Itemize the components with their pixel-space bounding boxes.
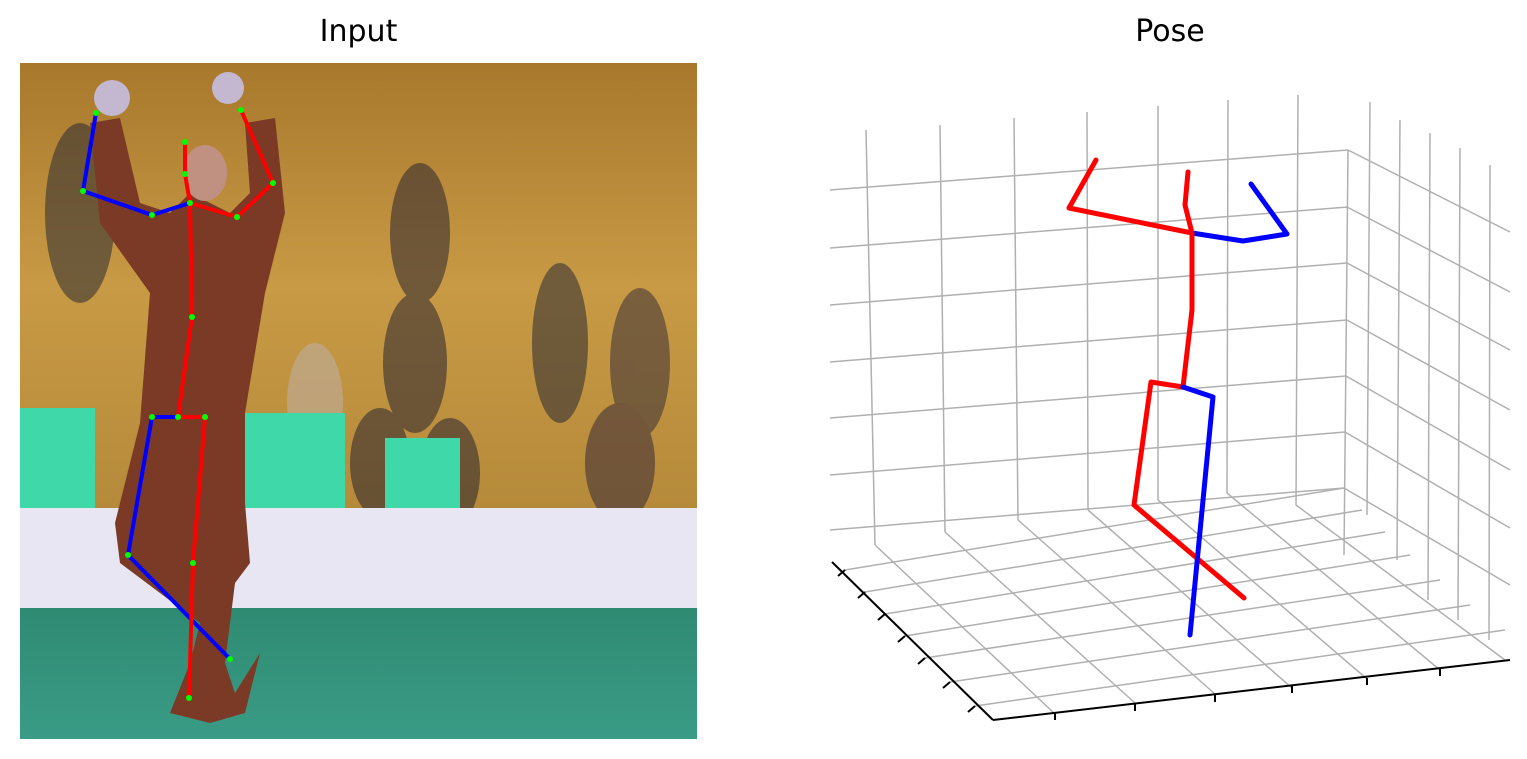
input-image xyxy=(20,63,697,739)
input-image-panel xyxy=(20,63,697,739)
keypoint xyxy=(227,656,233,662)
right-arm-3d xyxy=(1066,157,1195,236)
keypoint xyxy=(234,214,240,220)
right-shin-2d xyxy=(187,561,195,700)
person-green-right xyxy=(385,438,460,508)
keypoints-2d xyxy=(80,107,276,701)
keypoint xyxy=(149,414,155,420)
person-green-left xyxy=(20,408,95,508)
grid-3d xyxy=(829,94,1511,715)
keypoint xyxy=(238,107,244,113)
pose-3d-panel xyxy=(828,90,1518,730)
player xyxy=(90,72,285,723)
left-forearm-2d xyxy=(81,111,98,193)
spine-3d xyxy=(1180,169,1195,390)
keypoint xyxy=(186,695,192,701)
skeleton-3d xyxy=(1066,157,1290,638)
left-shoulder-2d xyxy=(150,201,192,217)
keypoint xyxy=(182,171,188,177)
keypoint xyxy=(202,414,208,420)
right-thigh-2d xyxy=(191,415,207,565)
person-green-mid xyxy=(245,413,345,508)
neck-2d xyxy=(183,172,192,205)
right-forearm-2d xyxy=(239,108,275,185)
lower-spine-2d xyxy=(176,315,194,419)
left-arm-3d xyxy=(1189,181,1290,244)
left-leg-3d xyxy=(1180,384,1216,638)
keypoint xyxy=(149,212,155,218)
keypoint xyxy=(187,200,193,206)
left-thigh-2d xyxy=(126,415,154,557)
left-shin-2d xyxy=(126,553,232,661)
pose-3d-plot xyxy=(829,94,1511,721)
pitch xyxy=(20,608,697,739)
left-upper-arm-2d xyxy=(81,189,154,217)
keypoint xyxy=(125,552,131,558)
keypoint xyxy=(270,180,276,186)
pose-title: Pose xyxy=(1135,14,1205,49)
keypoint xyxy=(175,414,181,420)
right-leg-3d xyxy=(1131,379,1247,601)
spine-2d xyxy=(188,201,194,319)
keypoint xyxy=(189,314,195,320)
skeleton-2d xyxy=(81,108,275,700)
keypoint xyxy=(80,188,86,194)
axis-3d xyxy=(831,561,1511,721)
right-upper-arm-2d xyxy=(235,181,275,219)
input-title: Input xyxy=(319,14,398,49)
keypoint xyxy=(190,560,196,566)
keypoint xyxy=(182,139,188,145)
keypoint xyxy=(93,110,99,116)
right-shoulder-2d xyxy=(188,201,239,219)
